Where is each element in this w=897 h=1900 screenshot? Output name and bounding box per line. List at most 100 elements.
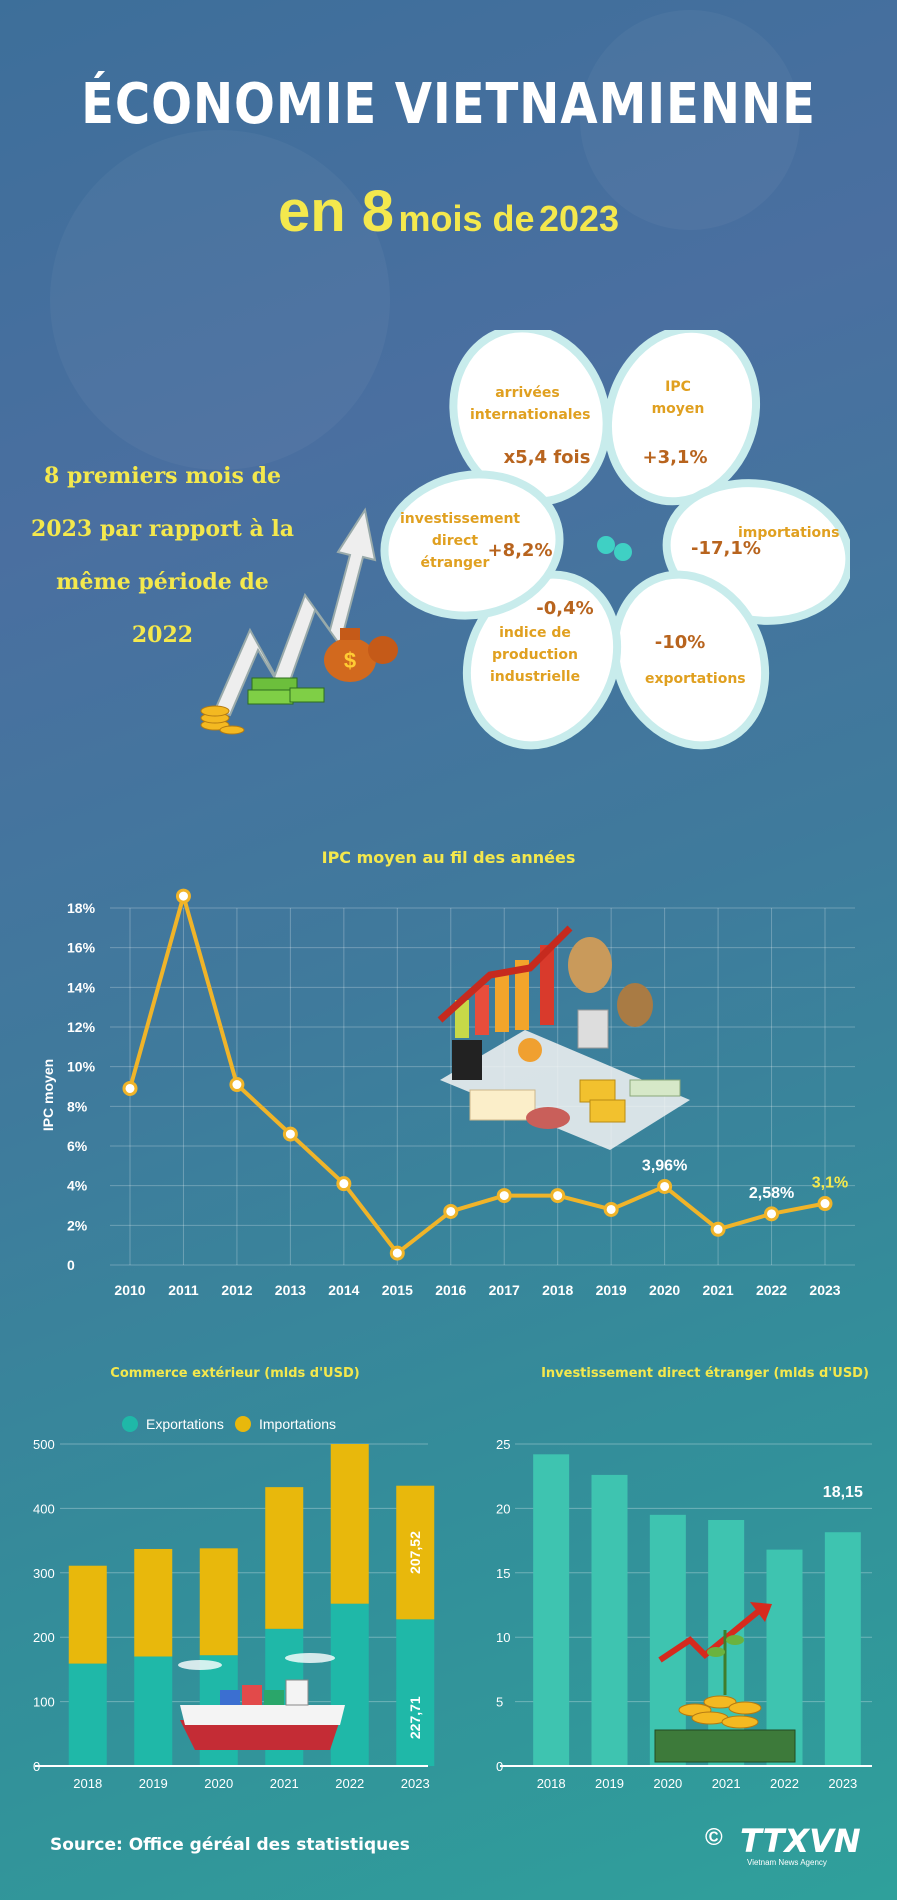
bar-imports-2023 (396, 1485, 435, 1620)
fdi-y-tick-label: 25 (496, 1437, 510, 1452)
ipc-point (496, 1188, 512, 1204)
ipc-x-tick-label: 2013 (275, 1282, 306, 1298)
trade-x-tick-label: 2018 (73, 1776, 102, 1790)
arrivals-value: x5,4 fois (503, 447, 591, 468)
ipc-x-tick-label: 2017 (489, 1282, 520, 1298)
ipc-point (817, 1196, 833, 1212)
ipc-x-tick-label: 2020 (649, 1282, 680, 1298)
fdi-y-tick-label: 10 (496, 1630, 510, 1645)
coins-icon (200, 705, 245, 735)
fdi-value: +8,2% (487, 540, 553, 561)
ipc-x-tick-label: 2019 (596, 1282, 627, 1298)
fdi-x-ticks: 2018 2019 2020 2021 2022 2023 (537, 1776, 858, 1790)
bar-imports-2018 (68, 1565, 107, 1664)
ipc-y-tick-label: 2% (67, 1217, 88, 1233)
ipc-y-ticks: 0 2% 4% 6% 8% 10% 12% 14% 16% 18% (67, 900, 96, 1273)
money-growth-illustration (654, 1602, 796, 1763)
trade-y-tick-label: 300 (33, 1566, 55, 1581)
trade-label-exports-2023: 227,71 (407, 1696, 423, 1739)
trade-x-tick-label: 2019 (139, 1776, 168, 1790)
ipc-y-tick-label: 0 (67, 1257, 75, 1273)
fdi-y-tick-label: 15 (496, 1566, 510, 1581)
ipc-point (603, 1201, 619, 1217)
ipc-line-chart: 02%4%6%8%10%12%14%16%18% IPC moyen 2010 2… (40, 888, 855, 1298)
ipc-x-tick-label: 2016 (435, 1282, 466, 1298)
petal-fdi (380, 470, 564, 620)
subtitle-text: mois de (398, 198, 535, 239)
cash-stack-icon (247, 677, 325, 705)
trade-bars (68, 1444, 435, 1766)
trade-x-tick-label: 2022 (335, 1776, 364, 1790)
bar-exports-2023 (396, 1619, 435, 1766)
bar-imports-2019 (134, 1548, 173, 1657)
fdi-x-tick-label: 2022 (770, 1776, 799, 1790)
fdi-bar-2023 (824, 1532, 861, 1766)
trade-x-tick-label: 2021 (270, 1776, 299, 1790)
fdi-x-tick-label: 2018 (537, 1776, 566, 1790)
growth-arrow-illustration: $ (200, 507, 398, 735)
bar-exports-2022 (330, 1603, 369, 1766)
ipc-series-line (128, 894, 826, 1256)
ipc-x-tick-label: 2023 (809, 1282, 840, 1298)
trade-x-ticks: 2018 2019 2020 2021 2022 2023 (73, 1776, 429, 1790)
ipc-y-tick-label: 4% (67, 1178, 88, 1194)
ipc-chart-title: IPC moyen au fil des années (321, 848, 576, 867)
petal-ipc (603, 330, 761, 506)
ipc-y-axis-label: IPC moyen (40, 1059, 56, 1131)
money-bag-icon: $ (324, 628, 398, 682)
trade-y-tick-label: 400 (33, 1501, 55, 1516)
ipc-point (710, 1221, 726, 1237)
petal-industry (462, 570, 622, 750)
fdi-bar-2018 (533, 1454, 570, 1766)
bar-imports-2022 (330, 1444, 369, 1604)
indicator-flower (380, 330, 850, 750)
industry-value: -0,4% (536, 598, 594, 619)
fdi-bar-2020 (649, 1514, 686, 1766)
ipc-label: IPC moyen (651, 379, 705, 417)
imports-label: importations (738, 525, 840, 541)
page-subtitle: en 8 mois de 2023 (0, 178, 897, 245)
copyright-symbol: © (705, 1824, 723, 1851)
bar-imports-2020 (199, 1548, 238, 1656)
ipc-x-tick-label: 2018 (542, 1282, 573, 1298)
ipc-point (336, 1176, 352, 1192)
fdi-x-tick-label: 2023 (828, 1776, 857, 1790)
ipc-point (175, 888, 191, 904)
zigzag-arrow-icon (213, 507, 377, 717)
page-title: ÉCONOMIE VIETNAMIENNE (81, 72, 816, 137)
ipc-x-tick-label: 2014 (328, 1282, 359, 1298)
source-note: Source: Office géréal des statistiques (50, 1835, 410, 1855)
fdi-y-tick-label: 5 (496, 1695, 503, 1710)
fdi-x-tick-label: 2021 (712, 1776, 741, 1790)
trade-bar-chart: 0100200300400500 20182019202020212022202… (33, 1437, 435, 1790)
svg-text:$: $ (344, 648, 356, 673)
fdi-label-2023: 18,15 (823, 1484, 863, 1501)
fdi-bar-2019 (591, 1474, 628, 1766)
ipc-y-tick-label: 16% (67, 940, 96, 956)
bar-exports-2018 (68, 1663, 107, 1766)
intro-line-3: même période de 2022 (56, 569, 269, 648)
subtitle-year: 2023 (538, 198, 620, 239)
legend-imports-swatch (235, 1416, 251, 1432)
industry-label: indice de production industrielle (490, 625, 581, 685)
logo-text: TTXVN (740, 1822, 861, 1860)
bar-exports-2019 (134, 1656, 173, 1766)
fdi-bar-chart: 0 5 10 15 20 25 2018 2019 2020 2021 2022 2023 18,1… (496, 1437, 872, 1790)
arrivals-label: arrivées internationales (470, 385, 591, 423)
ipc-y-tick-label: 8% (67, 1098, 88, 1114)
intro-line-2: 2023 par rapport à la (30, 516, 294, 542)
ipc-x-tick-label: 2010 (114, 1282, 145, 1298)
ttxvn-logo: © TTXVN Vietnam News Agency (705, 1822, 880, 1872)
legend-exports-swatch (122, 1416, 138, 1432)
trade-x-tick-label: 2020 (204, 1776, 233, 1790)
ipc-point (389, 1245, 405, 1261)
ipc-annotation-2020: 3,96% (642, 1157, 687, 1174)
ipc-y-tick-label: 6% (67, 1138, 88, 1154)
ipc-point (282, 1126, 298, 1142)
ipc-x-tick-label: 2011 (168, 1282, 199, 1298)
fdi-chart-title: Investissement direct étranger (mlds d'U… (541, 1366, 869, 1381)
ipc-point (657, 1178, 673, 1194)
ipc-annotation-2022: 2,58% (749, 1185, 794, 1202)
bar-imports-2021 (265, 1487, 304, 1629)
fdi-y-tick-label: 20 (496, 1501, 510, 1516)
